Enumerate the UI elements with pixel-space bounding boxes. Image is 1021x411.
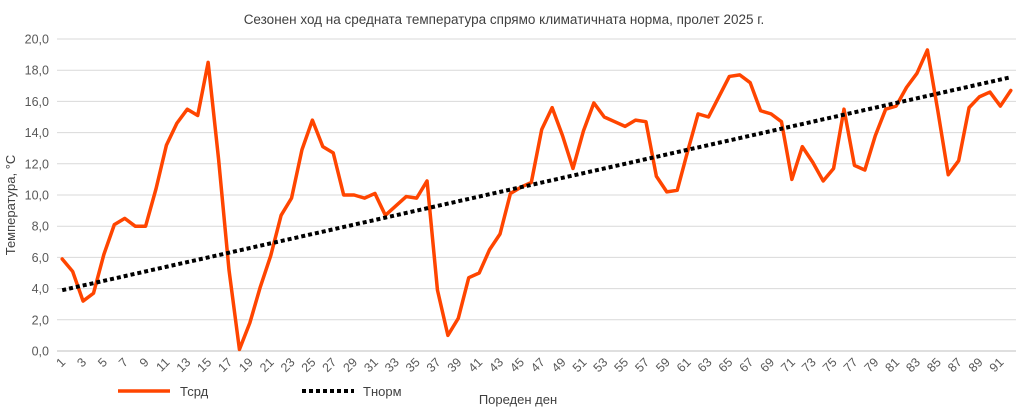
y-tick-label: 6,0 bbox=[32, 251, 49, 265]
x-tick-label: 87 bbox=[945, 355, 965, 375]
x-tick-label: 3 bbox=[74, 355, 89, 370]
x-tick-label: 27 bbox=[320, 355, 340, 375]
x-tick-label: 23 bbox=[278, 355, 298, 375]
x-tick-label: 67 bbox=[737, 355, 757, 375]
y-axis-label: Температура, °C bbox=[3, 155, 18, 256]
x-axis-ticks: 1 3 5 7 9 11 13 15 17 19 21 23 25 27 29 31 33 35 37 39 41 43 4… bbox=[54, 355, 1007, 375]
x-tick-label: 63 bbox=[695, 355, 715, 375]
legend-label-tsrd: Тсрд bbox=[180, 384, 209, 399]
series-line-tsrd bbox=[60, 48, 1013, 352]
x-tick-label: 89 bbox=[966, 355, 986, 375]
y-tick-label: 16,0 bbox=[25, 95, 49, 109]
x-tick-label: 55 bbox=[611, 355, 631, 375]
x-tick-label: 11 bbox=[153, 355, 172, 374]
legend-label-tnorm: Тнорм bbox=[363, 384, 402, 399]
x-tick-label: 59 bbox=[653, 355, 673, 375]
x-tick-label: 49 bbox=[549, 355, 569, 375]
x-tick-label: 79 bbox=[862, 355, 882, 375]
x-tick-label: 47 bbox=[528, 355, 548, 375]
y-tick-label: 12,0 bbox=[25, 157, 49, 171]
y-tick-label: 4,0 bbox=[32, 282, 49, 296]
x-tick-label: 39 bbox=[445, 355, 465, 375]
y-tick-label: 14,0 bbox=[25, 126, 49, 140]
x-tick-label: 53 bbox=[591, 355, 611, 375]
x-tick-label: 1 bbox=[54, 355, 69, 370]
y-tick-label: 8,0 bbox=[32, 220, 49, 234]
x-tick-label: 33 bbox=[382, 355, 402, 375]
x-tick-label: 71 bbox=[778, 355, 798, 375]
x-tick-label: 81 bbox=[883, 355, 903, 375]
x-tick-label: 73 bbox=[799, 355, 819, 375]
gridlines bbox=[57, 38, 1016, 352]
legend: Тсрд Тнорм bbox=[118, 384, 402, 399]
series-line-tnorm bbox=[61, 75, 1012, 293]
x-tick-label: 43 bbox=[486, 355, 506, 375]
x-tick-label: 21 bbox=[257, 355, 277, 375]
x-tick-label: 45 bbox=[507, 355, 527, 375]
y-tick-label: 0,0 bbox=[32, 345, 49, 359]
x-axis-label: Пореден ден bbox=[479, 392, 557, 407]
y-tick-label: 18,0 bbox=[25, 64, 49, 78]
x-tick-label: 57 bbox=[632, 355, 652, 375]
x-tick-label: 7 bbox=[116, 355, 131, 370]
x-tick-label: 19 bbox=[236, 355, 256, 375]
x-tick-label: 85 bbox=[924, 355, 944, 375]
x-tick-label: 61 bbox=[674, 355, 694, 375]
y-tick-label: 10,0 bbox=[25, 189, 49, 203]
y-tick-label: 20,0 bbox=[25, 33, 49, 47]
y-axis-ticks: 0,0 2,0 4,0 6,0 8,0 10,0 12,0 14,0 16,0 18,0 20,0 bbox=[25, 33, 49, 359]
x-tick-label: 41 bbox=[466, 355, 486, 375]
x-tick-label: 5 bbox=[95, 355, 110, 370]
y-tick-label: 2,0 bbox=[32, 313, 49, 327]
chart-title: Сезонен ход на средната температура спря… bbox=[244, 12, 765, 27]
x-tick-label: 37 bbox=[424, 355, 444, 375]
x-tick-label: 35 bbox=[403, 355, 423, 375]
x-tick-label: 13 bbox=[174, 355, 194, 375]
x-tick-label: 25 bbox=[299, 355, 319, 375]
series-lines bbox=[60, 48, 1013, 352]
x-tick-label: 31 bbox=[361, 355, 381, 375]
x-tick-label: 75 bbox=[820, 355, 840, 375]
x-tick-label: 65 bbox=[716, 355, 736, 375]
x-tick-label: 17 bbox=[215, 355, 235, 375]
x-tick-label: 91 bbox=[987, 355, 1007, 375]
x-tick-label: 9 bbox=[137, 355, 152, 370]
x-tick-label: 29 bbox=[340, 355, 360, 375]
x-tick-label: 69 bbox=[757, 355, 777, 375]
x-tick-label: 83 bbox=[903, 355, 923, 375]
x-tick-label: 51 bbox=[570, 355, 590, 375]
x-tick-label: 15 bbox=[195, 355, 215, 375]
x-tick-label: 77 bbox=[841, 355, 861, 375]
